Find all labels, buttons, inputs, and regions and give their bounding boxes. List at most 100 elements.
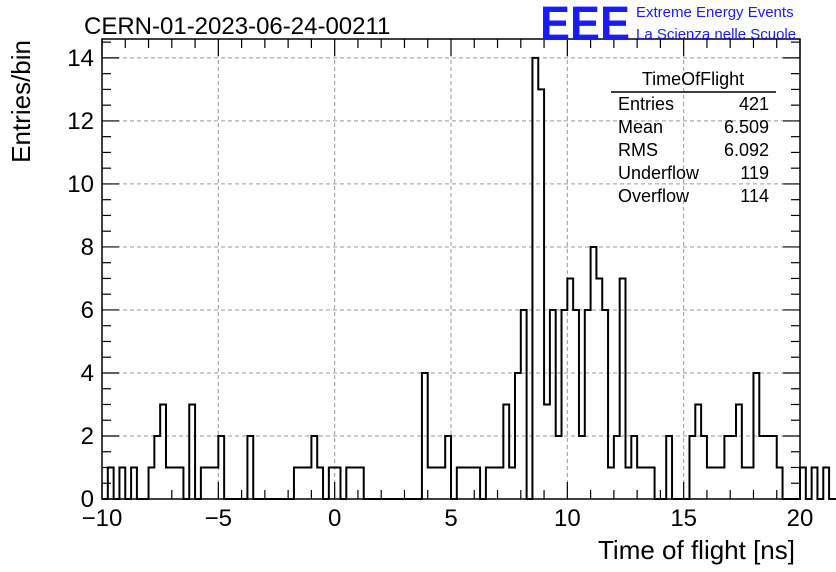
histogram-bin-20 [218,436,224,499]
plot-frame [101,38,801,500]
histogram-bin-102 [695,404,701,499]
histogram-bin-114 [765,436,771,499]
stats-row-value: 6.092 [724,140,769,160]
x-tick-label: 20 [787,505,814,532]
stats-row-value: 6.509 [724,117,769,137]
histogram-bin-76 [544,404,550,499]
eee-logo-line1: Extreme Energy Events [636,4,794,21]
histogram-bin-37 [317,467,323,499]
histogram-bin-106 [719,467,725,499]
histogram-bin-15 [189,404,195,499]
histogram-bin-10 [160,404,166,499]
histogram-bin-56 [428,467,434,499]
histogram-bin-115 [771,436,777,499]
histogram-bin-81 [573,310,579,499]
stats-row-label: Entries [618,94,674,114]
histogram-bin-8 [149,467,155,499]
histogram-bin-69 [503,404,509,499]
histogram-bin-35 [306,467,312,499]
histogram-bin-97 [666,436,672,499]
histogram-bin-82 [579,436,585,499]
histogram-bin-18 [207,467,213,499]
histogram-bin-39 [329,467,335,499]
histogram-bin-9 [154,436,160,499]
histogram-bin-43 [352,467,358,499]
histogram-bin-66 [486,467,492,499]
y-tick-label: 14 [67,45,94,72]
stats-row-value: 114 [740,186,769,206]
histogram-bin-75 [538,89,544,499]
x-tick-label: −5 [205,505,232,532]
x-tick-label: 0 [328,505,341,532]
histogram-bin-11 [166,467,172,499]
histogram-bin-74 [532,58,538,499]
histogram-bin-70 [509,467,515,499]
histogram-bin-57 [434,467,440,499]
histogram-bin-112 [753,373,759,499]
histogram-bin-40 [335,467,341,499]
histogram-bin-124 [823,467,829,499]
histogram-bin-107 [724,436,730,499]
histogram-bin-72 [521,310,527,499]
histogram-bin-109 [736,404,742,499]
histogram-bin-36 [311,436,317,499]
histogram-bin-77 [550,310,556,499]
y-axis-label: Entries/bin [6,40,36,163]
axis-tick-labels: −10 −5 0 5 10 15 20 0 2 4 6 8 10 12 14 [67,45,813,532]
stats-row-label: Overflow [618,186,690,206]
stats-row-label: Underflow [618,163,700,183]
histogram-bin-71 [515,373,521,499]
histogram-bin-78 [556,436,562,499]
stats-row-value: 119 [740,163,769,183]
histogram-bin-12 [172,467,178,499]
y-tick-label: 8 [81,234,94,261]
histogram-bin-63 [468,467,474,499]
histogram-bin-68 [498,467,504,499]
x-tick-label: 15 [670,505,697,532]
histogram-bin-116 [777,467,783,499]
stats-row-label: RMS [618,140,658,160]
x-tick-label: 5 [444,505,457,532]
histogram-line [102,56,836,500]
histogram-bin-64 [474,467,480,499]
stats-box: TimeOfFlight Entries 421 Mean 6.509 RMS 6.092… [611,69,776,206]
histogram-bin-122 [812,467,818,499]
histogram-bin-101 [689,436,695,499]
x-axis-label: Time of flight [ns] [598,535,795,565]
histogram-bin-58 [439,467,445,499]
histogram-bin-86 [602,310,608,499]
grid-lines [102,39,800,499]
histogram-bin-61 [457,467,463,499]
histogram-bin-93 [643,467,649,499]
histogram-bin-89 [620,278,626,499]
histogram-bin-17 [201,467,207,499]
histogram-bin-13 [178,467,184,499]
histogram-bin-42 [346,467,352,499]
run-title: CERN-01-2023-06-24-00211 [84,13,390,40]
histogram-bin-5 [131,467,137,499]
histogram-bin-108 [730,436,736,499]
histogram-bin-103 [701,436,707,499]
stats-row-value: 421 [739,94,769,114]
y-tick-label: 2 [81,423,94,450]
histogram-series [102,56,836,500]
y-tick-label: 6 [81,297,94,324]
histogram-bin-110 [742,467,748,499]
histogram-bin-67 [492,467,498,499]
histogram-bin-105 [713,467,719,499]
histogram-bin-59 [445,436,451,499]
histogram-bin-94 [649,467,655,499]
histogram-bin-55 [422,373,428,499]
histogram-bin-79 [562,310,568,499]
histogram-bin-85 [596,278,602,499]
y-tick-label: 12 [67,108,94,135]
stats-box-title: TimeOfFlight [642,69,744,89]
eee-logo: EEE Extreme Energy Events La Scienza nel… [540,0,796,51]
histogram-bin-83 [585,310,591,499]
y-tick-label: 4 [81,360,94,387]
x-tick-label: −10 [82,505,123,532]
histogram-bin-111 [748,467,754,499]
histogram-bin-91 [631,436,637,499]
y-tick-label: 0 [81,486,94,513]
